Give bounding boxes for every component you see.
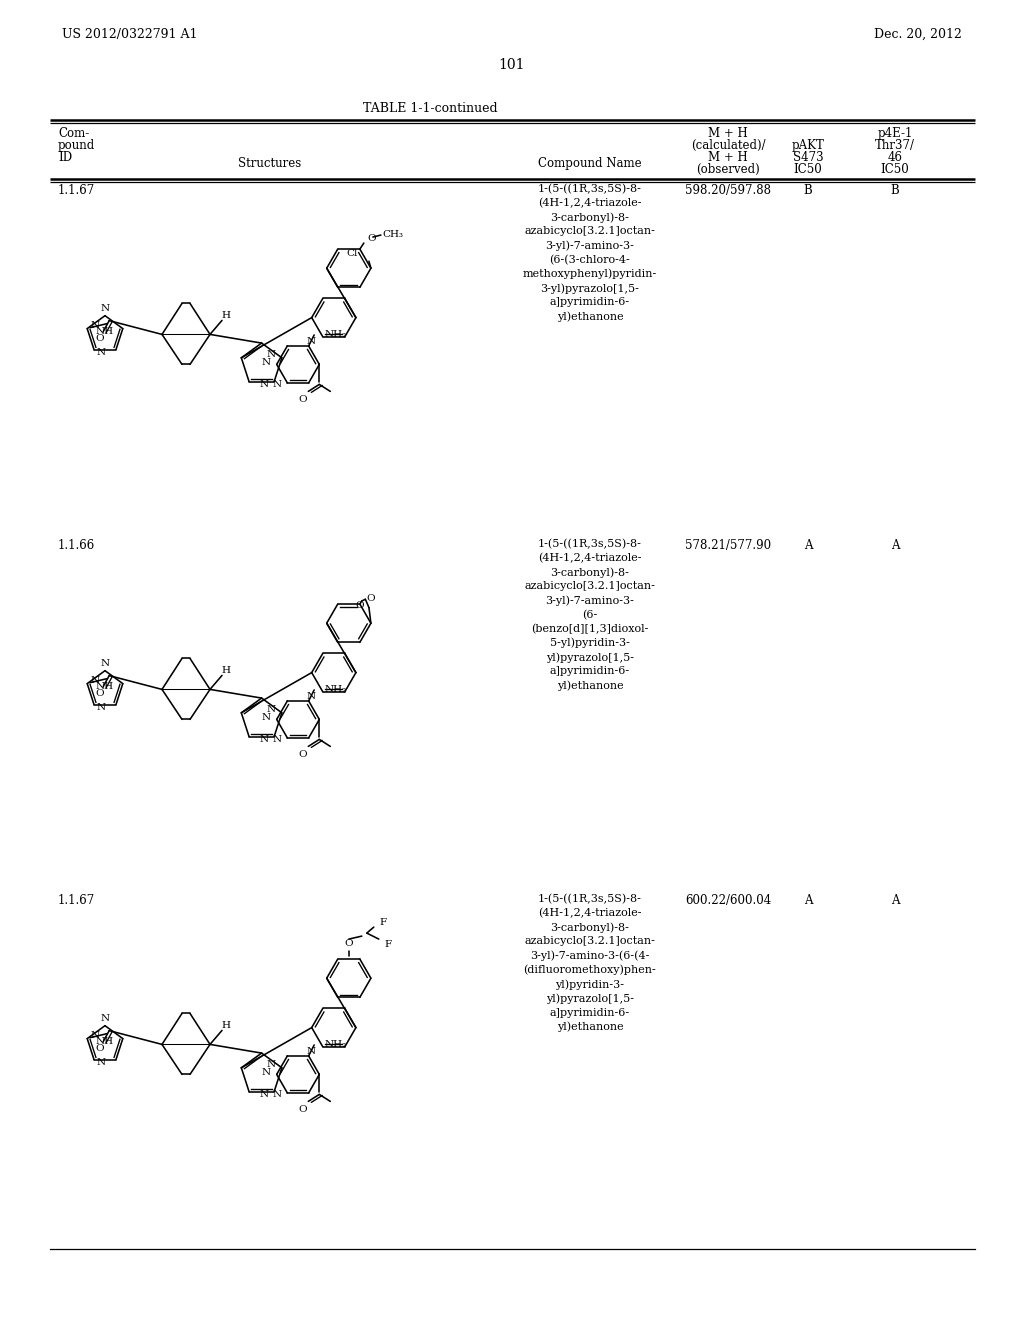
Text: NH₂: NH₂ xyxy=(325,330,346,339)
Text: IC50: IC50 xyxy=(881,162,909,176)
Text: H: H xyxy=(221,312,230,319)
Text: B: B xyxy=(804,183,812,197)
Text: 1.1.66: 1.1.66 xyxy=(58,539,95,552)
Text: O: O xyxy=(298,395,306,404)
Text: NH: NH xyxy=(95,1038,114,1047)
Text: N: N xyxy=(260,735,269,744)
Text: N: N xyxy=(306,692,315,701)
Text: NH: NH xyxy=(95,682,114,692)
Text: Thr37/: Thr37/ xyxy=(874,139,915,152)
Text: N: N xyxy=(260,1090,269,1100)
Text: N: N xyxy=(91,676,99,685)
Text: N: N xyxy=(96,348,105,356)
Text: 1.1.67: 1.1.67 xyxy=(58,894,95,907)
Text: 1-(5-((1R,3s,5S)-8-
(4H-1,2,4-triazole-
3-carbonyl)-8-
azabicyclo[3.2.1]octan-
3: 1-(5-((1R,3s,5S)-8- (4H-1,2,4-triazole- … xyxy=(524,539,655,690)
Text: 1-(5-((1R,3s,5S)-8-
(4H-1,2,4-triazole-
3-carbonyl)-8-
azabicyclo[3.2.1]octan-
3: 1-(5-((1R,3s,5S)-8- (4H-1,2,4-triazole- … xyxy=(523,894,656,1032)
Text: N: N xyxy=(91,321,99,330)
Text: O: O xyxy=(95,334,103,343)
Text: B: B xyxy=(891,183,899,197)
Text: Dec. 20, 2012: Dec. 20, 2012 xyxy=(874,28,962,41)
Text: 600.22/600.04: 600.22/600.04 xyxy=(685,894,771,907)
Text: M + H: M + H xyxy=(709,150,748,164)
Text: Structures: Structures xyxy=(239,157,302,170)
Text: NH₂: NH₂ xyxy=(325,685,346,694)
Text: Cl: Cl xyxy=(346,248,358,257)
Text: A: A xyxy=(891,539,899,552)
Text: ID: ID xyxy=(58,150,72,164)
Text: O: O xyxy=(355,601,364,610)
Text: US 2012/0322791 A1: US 2012/0322791 A1 xyxy=(62,28,198,41)
Text: F: F xyxy=(380,917,387,927)
Text: Compound Name: Compound Name xyxy=(539,157,642,170)
Text: O: O xyxy=(344,939,353,948)
Text: N: N xyxy=(261,713,270,722)
Text: 1.1.67: 1.1.67 xyxy=(58,183,95,197)
Text: (observed): (observed) xyxy=(696,162,760,176)
Text: N: N xyxy=(100,304,110,313)
Text: N: N xyxy=(266,705,275,714)
Text: O: O xyxy=(367,594,376,603)
Text: A: A xyxy=(804,539,812,552)
Text: N: N xyxy=(266,350,275,359)
Text: N: N xyxy=(260,380,269,389)
Text: O: O xyxy=(368,234,377,243)
Text: M + H: M + H xyxy=(709,127,748,140)
Text: N: N xyxy=(306,337,315,346)
Text: N: N xyxy=(272,380,282,389)
Text: IC50: IC50 xyxy=(794,162,822,176)
Text: N: N xyxy=(306,1047,315,1056)
Text: TABLE 1-1-continued: TABLE 1-1-continued xyxy=(362,102,498,115)
Text: S473: S473 xyxy=(793,150,823,164)
Text: N: N xyxy=(272,1090,282,1100)
Text: O: O xyxy=(95,1044,103,1053)
Text: 1-(5-((1R,3s,5S)-8-
(4H-1,2,4-triazole-
3-carbonyl)-8-
azabicyclo[3.2.1]octan-
3: 1-(5-((1R,3s,5S)-8- (4H-1,2,4-triazole- … xyxy=(523,183,657,322)
Text: NH₂: NH₂ xyxy=(325,1040,346,1049)
Text: O: O xyxy=(298,750,306,759)
Text: (calculated)/: (calculated)/ xyxy=(690,139,765,152)
Text: N: N xyxy=(266,1060,275,1069)
Text: CH₃: CH₃ xyxy=(383,230,403,239)
Text: F: F xyxy=(385,940,392,949)
Text: 101: 101 xyxy=(499,58,525,73)
Text: NH: NH xyxy=(95,327,114,337)
Text: N: N xyxy=(91,1031,99,1040)
Text: N: N xyxy=(261,358,270,367)
Text: 578.21/577.90: 578.21/577.90 xyxy=(685,539,771,552)
Text: N: N xyxy=(100,1014,110,1023)
Text: 46: 46 xyxy=(888,150,902,164)
Text: 598.20/597.88: 598.20/597.88 xyxy=(685,183,771,197)
Text: A: A xyxy=(804,894,812,907)
Text: H: H xyxy=(221,665,230,675)
Text: p4E-1: p4E-1 xyxy=(878,127,912,140)
Text: N: N xyxy=(272,735,282,744)
Text: N: N xyxy=(100,659,110,668)
Text: O: O xyxy=(298,1105,306,1114)
Text: H: H xyxy=(221,1020,230,1030)
Text: A: A xyxy=(891,894,899,907)
Text: pound: pound xyxy=(58,139,95,152)
Text: N: N xyxy=(96,1059,105,1067)
Text: O: O xyxy=(95,689,103,698)
Text: N: N xyxy=(96,704,105,711)
Text: pAKT: pAKT xyxy=(792,139,824,152)
Text: N: N xyxy=(261,1068,270,1077)
Text: Com-: Com- xyxy=(58,127,89,140)
